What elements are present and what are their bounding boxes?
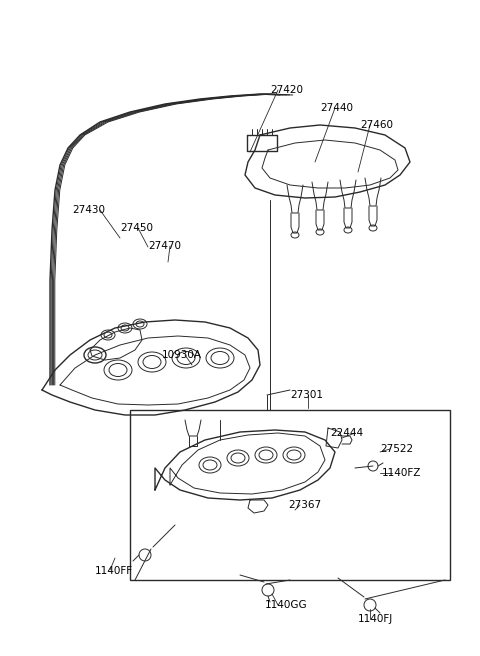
Text: 27301: 27301 — [290, 390, 323, 400]
Text: 27460: 27460 — [360, 120, 393, 130]
Text: 1140GG: 1140GG — [265, 600, 308, 610]
Text: 27470: 27470 — [148, 241, 181, 251]
Text: 1140FJ: 1140FJ — [358, 614, 393, 624]
Text: 1140FZ: 1140FZ — [382, 468, 421, 478]
Text: 27420: 27420 — [270, 85, 303, 95]
Text: 1140FF: 1140FF — [95, 566, 133, 576]
Text: 27367: 27367 — [288, 500, 321, 510]
Text: 27440: 27440 — [320, 103, 353, 113]
Bar — [130, 410, 450, 580]
Text: 22444: 22444 — [330, 428, 363, 438]
Text: 10930A: 10930A — [162, 350, 202, 360]
Text: 27450: 27450 — [120, 223, 153, 233]
Text: 27430: 27430 — [72, 205, 105, 215]
Text: 27522: 27522 — [380, 444, 413, 454]
